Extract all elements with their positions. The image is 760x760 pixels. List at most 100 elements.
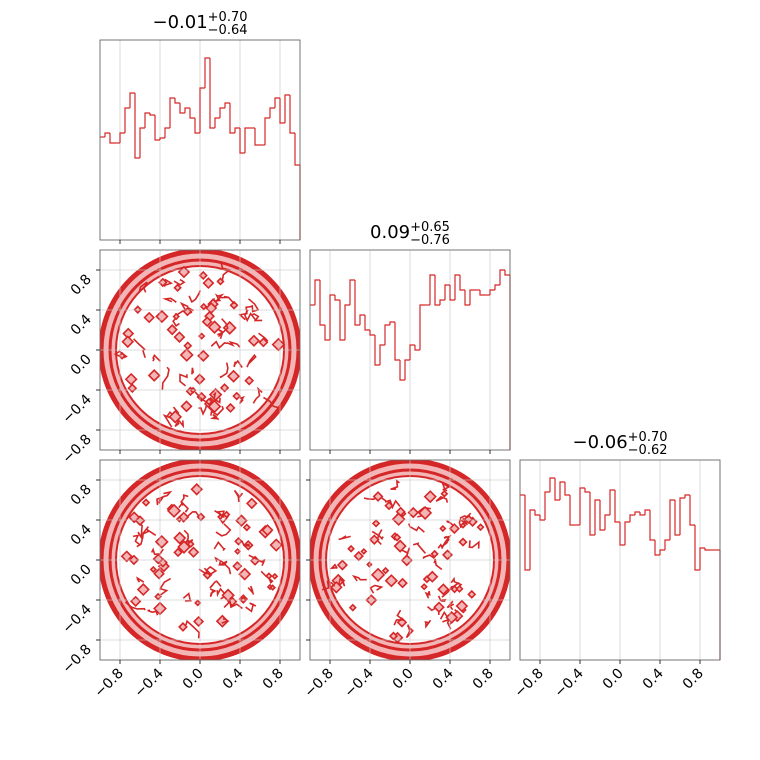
contour-line — [223, 599, 243, 610]
contour-line — [219, 362, 229, 379]
contour-blob — [397, 577, 408, 589]
contour-blob — [173, 547, 183, 558]
hist-step — [269, 107, 275, 118]
contour-blob — [244, 375, 255, 386]
contour-line — [124, 601, 146, 611]
hist-step — [144, 112, 150, 128]
y-tick-label: −0.4 — [59, 601, 94, 636]
hist-step — [234, 127, 240, 133]
contour-line — [219, 295, 235, 305]
contour-blob — [168, 410, 183, 424]
hist-step — [364, 315, 370, 331]
hist-step — [454, 274, 460, 300]
contour-blob — [261, 524, 274, 537]
hist-step — [104, 132, 110, 137]
contour-line — [351, 574, 367, 582]
contour-blob — [173, 331, 186, 343]
contour-line — [161, 366, 170, 390]
contour-line — [450, 576, 463, 587]
hist-step — [679, 497, 685, 535]
contour-line — [238, 395, 245, 405]
hist-step — [659, 549, 665, 555]
contour-blob — [247, 334, 261, 347]
contour-line — [209, 588, 217, 597]
hist-step — [244, 127, 250, 153]
title-lower: −0.76 — [410, 233, 450, 248]
contour-line — [179, 373, 188, 387]
contour-blob — [348, 603, 357, 612]
hist-step — [294, 133, 300, 166]
contour-blob — [258, 337, 269, 348]
contour-blob — [430, 549, 439, 559]
hist-step — [359, 314, 365, 325]
hist-step — [334, 295, 340, 301]
contour-blob — [222, 320, 237, 335]
contour-line — [221, 617, 230, 624]
hist-step — [124, 107, 130, 133]
contour-blob — [154, 592, 162, 601]
hist-step — [434, 275, 440, 306]
hist-step — [489, 289, 495, 295]
contour-line — [433, 558, 443, 571]
hist-step — [344, 304, 350, 340]
hist-step — [644, 509, 650, 515]
hist-step — [599, 500, 605, 531]
hist-step — [619, 522, 625, 546]
contour-line — [138, 281, 148, 293]
contour-line — [468, 540, 480, 549]
contour-blob — [418, 505, 433, 520]
hist-step — [224, 102, 230, 108]
hist-step — [504, 270, 510, 276]
hist-step — [499, 269, 505, 285]
contour-blob — [177, 540, 191, 554]
contour-blob — [205, 397, 213, 406]
contour-line — [329, 563, 338, 570]
contour-line — [214, 556, 232, 575]
hist-step — [284, 94, 290, 123]
hist-step — [264, 117, 270, 145]
hist-step — [554, 478, 560, 501]
contour-blob — [187, 546, 200, 558]
hist-step — [649, 510, 655, 541]
hist-step — [324, 325, 330, 341]
contour-line — [405, 624, 414, 639]
hist-step — [464, 290, 470, 306]
hist-step — [109, 133, 115, 144]
hist-step — [444, 284, 450, 300]
contour-blob — [372, 491, 384, 502]
contour-blob — [265, 572, 273, 580]
hist-step — [479, 290, 485, 296]
contour-line — [376, 529, 383, 545]
contour-blob — [183, 341, 193, 351]
contour-line — [183, 529, 190, 545]
hist-step — [374, 335, 380, 366]
contour-line — [393, 609, 406, 626]
contour-line — [180, 494, 189, 506]
contour-blob — [221, 588, 235, 603]
contour-line — [446, 520, 454, 527]
hist-step — [559, 481, 565, 500]
hist-step — [204, 57, 210, 88]
hist-step — [349, 279, 355, 305]
x-tick-label: 0.8 — [260, 666, 287, 693]
title-lower: −0.64 — [208, 23, 248, 38]
hist-step — [339, 300, 345, 341]
contour-blob — [207, 399, 222, 414]
hist-step — [669, 499, 675, 540]
hist-step — [279, 98, 285, 124]
contour-blob — [395, 506, 406, 517]
hist-step — [209, 58, 215, 129]
title-upper: +0.65 — [410, 220, 450, 235]
contour-line — [215, 510, 225, 519]
contour-line — [113, 350, 128, 359]
y-tick-label: 0.8 — [68, 272, 95, 299]
contour-line — [384, 499, 401, 510]
x-tick-label: 0.8 — [680, 666, 707, 693]
contour-blob — [238, 567, 252, 581]
x-tick-label: 0.0 — [180, 666, 207, 693]
panel: 0.09+0.65 −0.76 — [309, 220, 511, 454]
contour-blob — [370, 567, 386, 582]
contour-blob — [407, 506, 419, 519]
title-upper: +0.70 — [628, 430, 668, 445]
contour-blob — [199, 302, 208, 311]
